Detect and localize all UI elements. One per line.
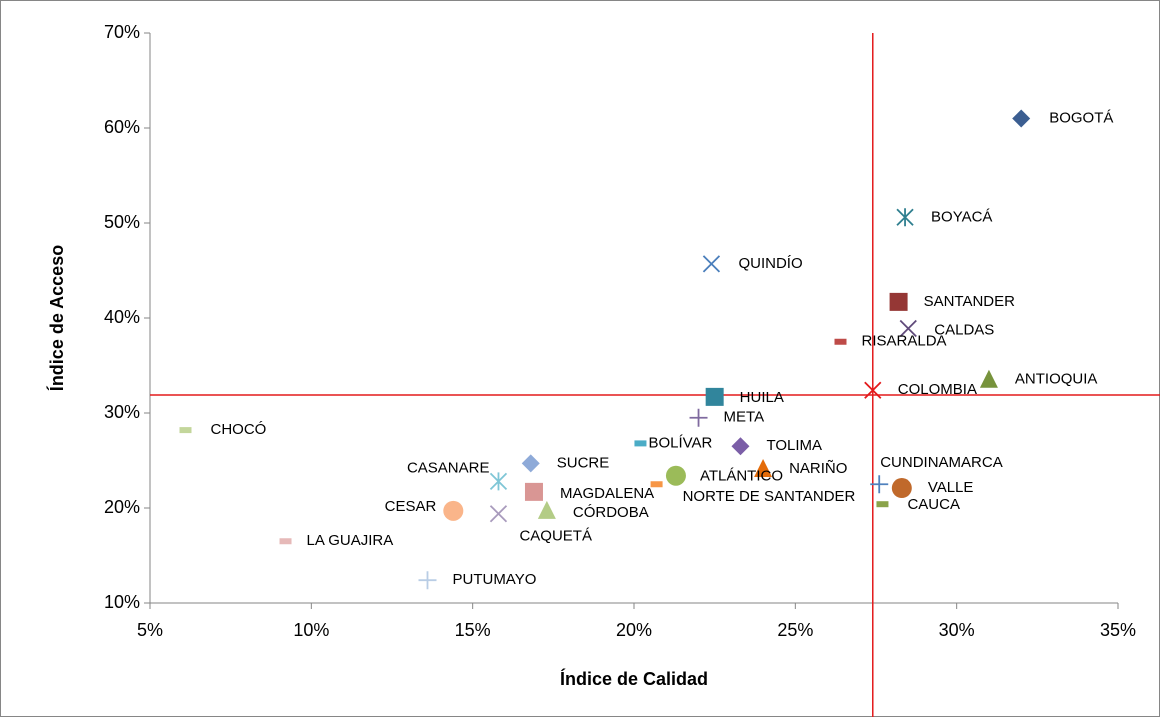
point — [705, 387, 724, 406]
point — [979, 369, 998, 388]
y-tick-label: 70% — [104, 22, 140, 42]
point — [279, 538, 292, 545]
point-label: CESAR — [385, 498, 437, 515]
point-label: PUTUMAYO — [452, 571, 536, 588]
point-label: CAQUETÁ — [519, 528, 592, 545]
y-tick-label: 20% — [104, 497, 140, 517]
point — [689, 408, 708, 427]
point — [524, 482, 543, 501]
point-label: NORTE DE SANTANDER — [683, 488, 856, 505]
point — [864, 381, 882, 399]
point — [754, 459, 773, 478]
point-label: VALLE — [928, 479, 974, 496]
point-label: CALDAS — [934, 321, 994, 338]
point-label: ATLÁNTICO — [700, 468, 783, 485]
point — [489, 505, 508, 523]
point — [899, 319, 917, 338]
point — [521, 454, 540, 473]
point-label: BOLÍVAR — [648, 434, 712, 451]
point-label: ANTIOQUIA — [1015, 371, 1098, 388]
y-axis-title: Índice de Acceso — [46, 245, 67, 391]
point — [731, 437, 750, 456]
point-label: CHOCÓ — [210, 421, 266, 438]
point-label: QUINDÍO — [738, 255, 802, 272]
x-tick-label: 30% — [939, 620, 975, 640]
point — [1012, 109, 1031, 128]
x-tick-label: 25% — [777, 620, 813, 640]
point — [489, 472, 508, 491]
point-label: LA GUAJIRA — [307, 532, 394, 549]
point — [834, 338, 847, 345]
point — [634, 440, 647, 447]
y-tick-label: 30% — [104, 402, 140, 422]
x-tick-label: 15% — [455, 620, 491, 640]
point — [650, 481, 663, 488]
point-label: BOGOTÁ — [1049, 109, 1113, 126]
point-label: META — [724, 409, 765, 426]
y-tick-label: 50% — [104, 212, 140, 232]
y-tick-label: 10% — [104, 592, 140, 612]
point-label: CÓRDOBA — [573, 504, 649, 521]
point-label: NARIÑO — [789, 460, 847, 477]
point — [418, 571, 437, 590]
point-label: HUILA — [740, 389, 784, 406]
point — [896, 208, 914, 227]
y-tick-label: 60% — [104, 117, 140, 137]
x-axis-title: Índice de Calidad — [560, 668, 708, 689]
x-tick-label: 20% — [616, 620, 652, 640]
point — [891, 478, 912, 499]
point — [665, 465, 686, 486]
point — [702, 255, 721, 273]
point — [179, 427, 192, 434]
point — [443, 500, 464, 521]
point-label: RISARALDA — [862, 333, 947, 350]
y-tick-label: 40% — [104, 307, 140, 327]
point — [889, 292, 908, 311]
point — [876, 501, 889, 508]
x-tick-label: 10% — [293, 620, 329, 640]
point-label: MAGDALENA — [560, 485, 654, 502]
point-label: COLOMBIA — [898, 381, 977, 398]
point-label: BOYACÁ — [931, 208, 992, 225]
x-tick-label: 5% — [137, 620, 163, 640]
point-label: CASANARE — [407, 459, 490, 476]
point-label: CUNDINAMARCA — [880, 454, 1003, 471]
point-label: TOLIMA — [766, 437, 822, 454]
point — [870, 475, 889, 494]
point-label: SUCRE — [557, 454, 610, 471]
point-label: SANTANDER — [924, 293, 1016, 310]
point-label: CAUCA — [907, 496, 960, 513]
x-tick-label: 35% — [1100, 620, 1136, 640]
point — [537, 500, 556, 519]
